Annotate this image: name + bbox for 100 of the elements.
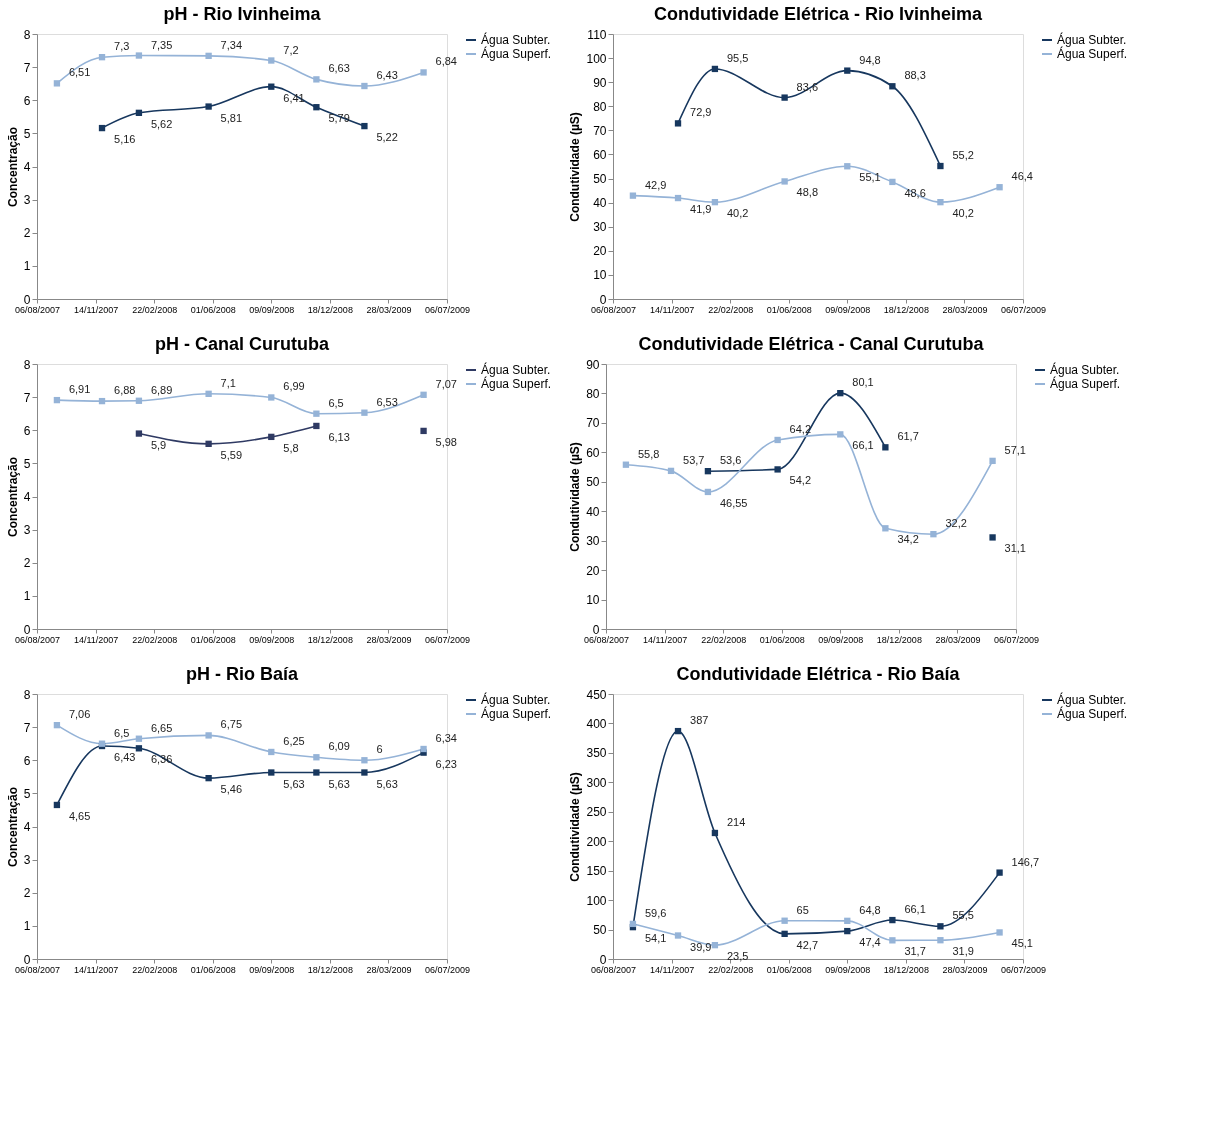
y-tick-label: 0: [23, 292, 31, 307]
x-tick-label: 09/09/2008: [249, 634, 295, 645]
y-tick-label: 0: [592, 622, 600, 637]
y-tick-label: 2: [23, 226, 31, 241]
y-tick-label: 4: [23, 160, 31, 174]
data-label: 6,88: [114, 384, 136, 397]
x-tick-label: 01/06/2008: [190, 964, 236, 975]
data-label: 6: [376, 743, 383, 756]
data-label: 66,1: [852, 439, 874, 452]
x-tick-label: 22/02/2008: [132, 634, 178, 645]
y-tick-label: 30: [593, 220, 607, 235]
data-label: 34,2: [897, 533, 919, 546]
data-label: 48,8: [796, 186, 819, 199]
data-label: 6,43: [376, 69, 398, 82]
y-tick-label: 6: [23, 423, 31, 438]
data-label: 61,7: [897, 430, 919, 443]
y-tick-label: 10: [593, 268, 607, 283]
y-tick-label: 8: [23, 27, 31, 42]
x-tick-label: 09/09/2008: [249, 964, 295, 975]
y-axis-title: Concentração: [5, 456, 20, 538]
y-tick-label: 100: [586, 51, 607, 66]
y-tick-label: 5: [23, 456, 31, 471]
data-label: 48,6: [904, 186, 926, 199]
y-tick-label: 100: [586, 893, 607, 908]
y-tick-label: 80: [586, 386, 600, 401]
data-label: 40,2: [952, 207, 974, 220]
x-tick-label: 09/09/2008: [249, 304, 295, 315]
data-label: 6,23: [435, 757, 457, 770]
data-label: 6,75: [220, 718, 243, 731]
data-label: 42,9: [644, 178, 667, 191]
data-label: 64,8: [859, 903, 881, 916]
legend-label: Água Subter.: [1057, 32, 1127, 47]
y-axis-title: Condutividade (µS): [568, 112, 583, 222]
y-tick-label: 0: [23, 622, 31, 637]
data-label: 5,81: [220, 111, 243, 124]
data-label: 53,7: [683, 453, 705, 466]
data-label: 146,7: [1011, 855, 1040, 868]
data-label: 55,1: [859, 171, 881, 184]
x-tick-label: 06/07/2009: [424, 634, 471, 645]
data-label: 5,16: [114, 133, 136, 146]
x-tick-label: 06/07/2009: [993, 634, 1040, 645]
y-tick-label: 50: [593, 923, 607, 938]
data-label: 31,9: [952, 945, 974, 958]
data-label: 6,99: [283, 380, 305, 393]
y-tick-label: 2: [23, 886, 31, 901]
data-label: 5,46: [220, 783, 243, 796]
y-tick-label: 1: [23, 589, 31, 604]
y-tick-label: 8: [23, 357, 31, 372]
data-label: 7,34: [220, 38, 243, 51]
x-tick-label: 14/11/2007: [73, 634, 119, 645]
x-tick-label: 28/03/2009: [366, 304, 412, 315]
x-tick-label: 06/07/2009: [424, 304, 471, 315]
y-tick-label: 350: [586, 746, 607, 761]
data-label: 39,9: [690, 940, 712, 953]
x-tick-label: 28/03/2009: [366, 964, 412, 975]
x-tick-label: 28/03/2009: [942, 964, 988, 975]
data-label: 7,07: [435, 377, 457, 390]
y-tick-label: 60: [593, 147, 607, 162]
data-label: 5,9: [150, 438, 167, 451]
data-label: 5,59: [220, 448, 243, 461]
y-tick-label: 70: [593, 123, 607, 138]
data-label: 5,22: [376, 131, 398, 144]
data-label: 7,2: [283, 43, 299, 56]
data-label: 4,65: [68, 809, 91, 822]
x-tick-label: 28/03/2009: [366, 634, 412, 645]
y-tick-label: 200: [586, 834, 607, 849]
data-label: 7,06: [68, 708, 91, 721]
data-label: 5,63: [376, 777, 398, 790]
y-tick-label: 50: [586, 475, 600, 490]
data-label: 5,98: [435, 435, 457, 448]
x-tick-label: 28/03/2009: [935, 634, 981, 645]
y-tick-label: 30: [586, 534, 600, 549]
y-tick-label: 400: [586, 716, 607, 731]
x-tick-label: 01/06/2008: [190, 634, 236, 645]
data-label: 5,63: [283, 777, 305, 790]
y-axis-title: Concentração: [5, 126, 20, 208]
x-tick-label: 14/11/2007: [649, 964, 695, 975]
y-tick-label: 60: [586, 445, 600, 460]
chart-title: pH - Rio Ivinheima: [163, 4, 322, 24]
y-tick-label: 0: [599, 292, 607, 307]
x-tick-label: 28/03/2009: [942, 304, 988, 315]
legend-label: Água Subter.: [1050, 362, 1120, 377]
data-label: 57,1: [1004, 443, 1026, 456]
y-tick-label: 4: [23, 490, 31, 504]
data-label: 5,63: [328, 777, 350, 790]
y-tick-label: 250: [586, 805, 607, 820]
data-label: 6,09: [328, 740, 350, 753]
data-label: 42,7: [796, 938, 819, 951]
data-label: 47,4: [859, 936, 881, 949]
x-tick-label: 06/07/2009: [1000, 304, 1047, 315]
legend-label: Água Superf.: [1057, 46, 1128, 61]
data-label: 7,3: [114, 40, 130, 53]
chart-title: pH - Canal Curutuba: [155, 334, 330, 354]
y-tick-label: 4: [23, 820, 31, 834]
y-tick-label: 0: [23, 952, 31, 967]
y-tick-label: 5: [23, 786, 31, 801]
data-label: 6,53: [376, 395, 398, 408]
y-tick-label: 3: [23, 523, 31, 538]
y-tick-label: 5: [23, 126, 31, 141]
data-label: 65: [796, 903, 809, 916]
